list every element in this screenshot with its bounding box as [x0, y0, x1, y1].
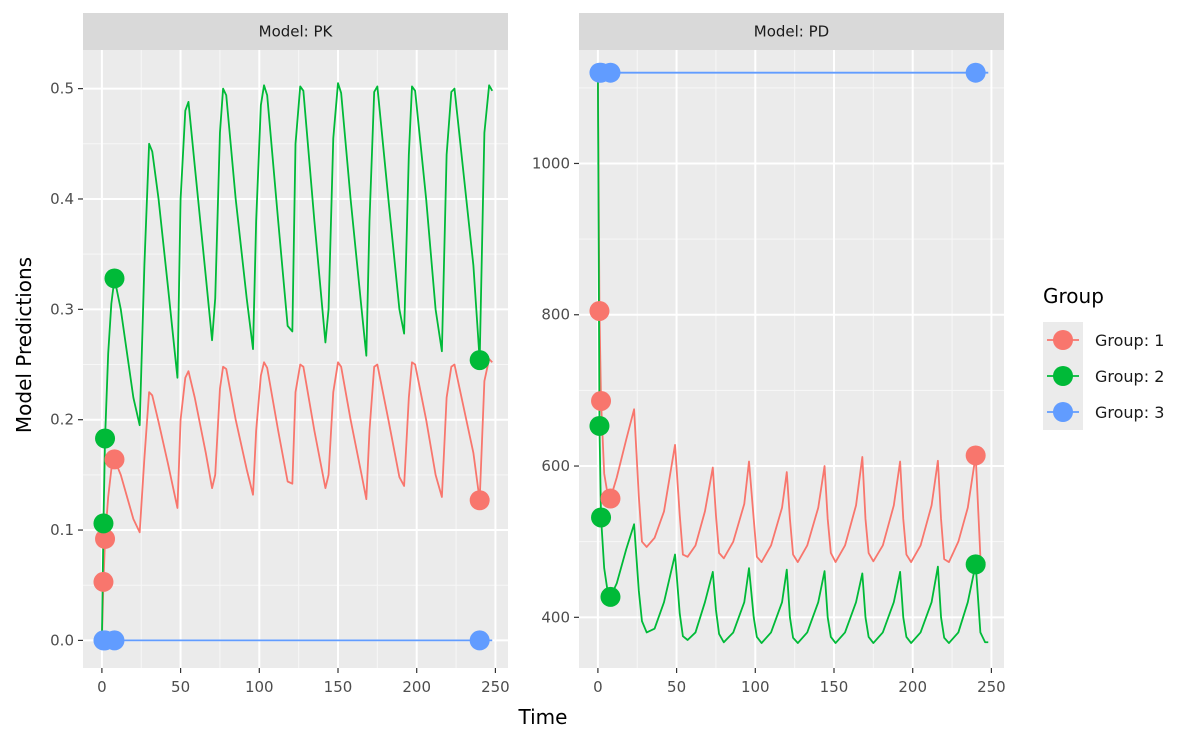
panel-1-series-2-point — [93, 513, 114, 534]
panel-2-series-2-point — [965, 554, 986, 575]
legend-key-point — [1053, 366, 1073, 386]
panel-1-series-1-point — [95, 528, 116, 549]
panel-1-series-1-point — [93, 571, 114, 592]
panel-2-series-3-point — [965, 62, 986, 83]
legend-key-point — [1053, 330, 1073, 350]
panel-1-y-tick-label: 0.2 — [50, 411, 74, 429]
panel-1-x-tick-label: 150 — [324, 678, 353, 696]
panel-1-series-1-point — [469, 490, 490, 511]
panel-2-series-1-line — [596, 72, 986, 564]
panel-2-y-tick-label: 800 — [541, 306, 570, 324]
panel-1-series-1-point — [104, 449, 125, 470]
panel-2-series-1-point — [589, 300, 610, 321]
panel-2-series-2-point — [600, 586, 621, 607]
panel-1-minor-grid — [83, 50, 508, 668]
legend-title: Group — [1043, 284, 1104, 308]
panel-1-series-3-point — [469, 630, 490, 651]
y-axis-title: Model Predictions — [12, 257, 36, 433]
panel-2-x-tick-label: 0 — [593, 678, 603, 696]
panel-2-x-tick-label: 250 — [977, 678, 1006, 696]
panel-2-x-tick-label: 150 — [820, 678, 849, 696]
panel-2-series-1-point — [600, 488, 621, 509]
panel-1-series-2-point — [104, 268, 125, 289]
panel-2-x-tick-label: 200 — [898, 678, 927, 696]
panel-2-series-2-point — [591, 507, 612, 528]
panel-2-strip — [579, 13, 1004, 50]
panel-1-series-2-point — [469, 350, 490, 371]
panel-1-x-tick-label: 250 — [481, 678, 510, 696]
legend-item-2: Group: 2 — [1043, 358, 1164, 394]
panel-2-y-tick-label: 400 — [541, 608, 570, 626]
legend-item-3: Group: 3 — [1043, 394, 1164, 430]
x-axis-title: Time — [518, 705, 568, 729]
panel-1-series-3-point — [104, 630, 125, 651]
panel-2-series-2-point — [589, 415, 610, 436]
legend-item-label: Group: 2 — [1095, 367, 1164, 386]
panel-1-strip — [83, 13, 508, 50]
panel-1-x-tick-label: 0 — [97, 678, 107, 696]
panel-2-series-2-line — [596, 72, 989, 644]
panel-2-y-tick-label: 600 — [541, 457, 570, 475]
panel-1-x-tick-label: 200 — [402, 678, 431, 696]
panel-2-series-1-point — [591, 390, 612, 411]
legend-item-label: Group: 1 — [1095, 331, 1164, 350]
panel-1-data — [100, 82, 494, 642]
panel-1-series-2-line — [100, 82, 494, 641]
legend-key-point — [1053, 402, 1073, 422]
panel-2-y-tick-label: 1000 — [532, 154, 570, 172]
panel-2-series-1-point — [965, 445, 986, 466]
panel-1-series-2-point — [95, 428, 116, 449]
legend-item-1: Group: 1 — [1043, 322, 1164, 358]
legend-item-label: Group: 3 — [1095, 403, 1164, 422]
panel-2-data — [596, 71, 989, 644]
panel-2-x-tick-label: 50 — [667, 678, 686, 696]
panel-1-group: Model: PK 0 50 100 150 200 250 0.0 0.1 0.2 0.3 0.4 0… — [50, 13, 510, 696]
panel-1-strip-title: Model: PK — [259, 23, 334, 41]
panels-layer: Model: PK 0 50 100 150 200 250 0.0 0.1 0.2 0.3 0.4 0… — [50, 13, 1006, 696]
panel-1-x-tick-label: 50 — [171, 678, 190, 696]
panel-2-group: Model: PD 0 50 100 150 200 250 400 600 800 1000 — [532, 13, 1006, 696]
panel-1-y-tick-label: 0.5 — [50, 80, 74, 98]
panel-1-y-tick-label: 0.1 — [50, 521, 74, 539]
panel-2-background — [579, 50, 1004, 668]
panel-1-series-1-line — [100, 358, 493, 641]
panel-2-strip-title: Model: PD — [754, 23, 829, 41]
panel-1-y-tick-label: 0.4 — [50, 190, 74, 208]
panel-1-y-tick-label: 0.3 — [50, 300, 74, 318]
legend: Group Group: 1 Group: 2 Group: 3 — [1043, 284, 1164, 430]
panel-1-x-tick-label: 100 — [245, 678, 274, 696]
panel-2-x-tick-label: 100 — [741, 678, 770, 696]
panel-1-y-tick-label: 0.0 — [50, 631, 74, 649]
panel-2-series-3-point — [600, 62, 621, 83]
panel-2-minor-grid — [579, 50, 1004, 668]
